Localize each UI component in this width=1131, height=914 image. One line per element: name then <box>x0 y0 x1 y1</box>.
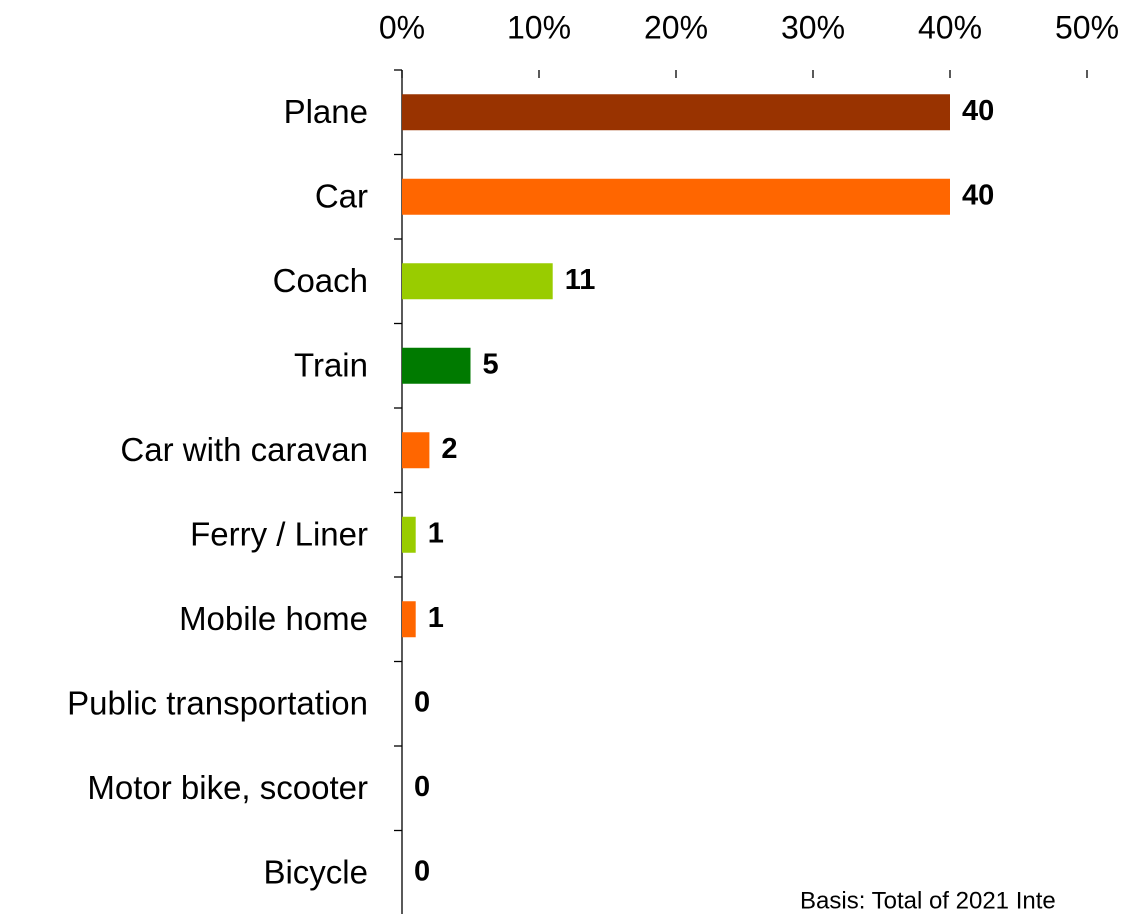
value-label: 0 <box>414 686 430 718</box>
category-label: Plane <box>284 93 368 130</box>
value-label: 0 <box>414 855 430 887</box>
x-tick-label: 50% <box>1055 9 1119 45</box>
annotation: Basis: Total of 2021 Inte <box>800 887 1056 914</box>
x-tick-label: 30% <box>781 9 845 45</box>
value-label: 5 <box>483 348 499 380</box>
category-label: Ferry / Liner <box>190 515 368 552</box>
value-label: 40 <box>962 95 994 127</box>
bar <box>402 347 471 384</box>
x-tick-label: 20% <box>644 9 708 45</box>
value-label: 40 <box>962 179 994 211</box>
value-label: 1 <box>428 517 444 549</box>
x-tick-label: 0% <box>379 9 425 45</box>
x-tick-label: 40% <box>918 9 982 45</box>
bar <box>402 601 416 638</box>
category-label: Car <box>315 177 368 214</box>
bar <box>402 263 553 300</box>
bar <box>402 94 950 131</box>
value-label: 1 <box>428 602 444 634</box>
bar <box>402 178 950 215</box>
bar <box>402 516 416 553</box>
category-label: Coach <box>273 262 368 299</box>
bar <box>402 432 430 469</box>
category-label: Train <box>294 346 368 383</box>
category-label: Car with caravan <box>120 431 368 468</box>
category-label: Public transportation <box>67 684 368 721</box>
category-label: Motor bike, scooter <box>87 769 368 806</box>
value-label: 2 <box>441 433 457 465</box>
value-label: 11 <box>565 264 596 296</box>
x-tick-label: 10% <box>507 9 571 45</box>
value-label: 0 <box>414 771 430 803</box>
category-label: Mobile home <box>179 600 368 637</box>
category-label: Bicycle <box>263 853 368 890</box>
